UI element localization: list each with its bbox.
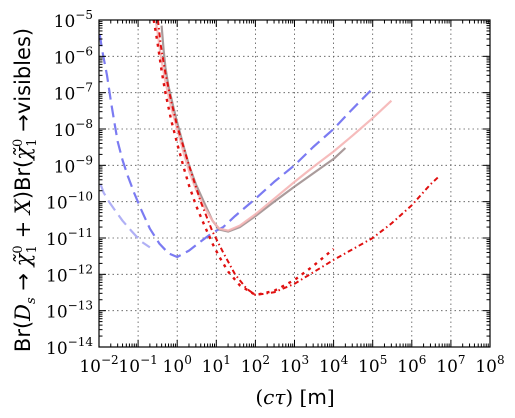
y-tick-label-3: 10−11 (46, 226, 93, 250)
chart-grid (98, 19, 491, 348)
x-tick-label-5: 103 (280, 353, 309, 377)
series-line-4 (152, 20, 335, 297)
x-tick-label-4: 102 (241, 353, 270, 377)
y-tick-label-9: 10−5 (54, 8, 93, 32)
y-axis-label: Br(Ds → χ̃01 + X)Br(χ̃01 →visibles) (11, 28, 40, 352)
x-tick-label-6: 104 (319, 353, 349, 377)
y-tick-label-1: 10−13 (46, 299, 93, 323)
chart-series (99, 20, 440, 297)
x-tick-label-3: 101 (202, 353, 231, 377)
y-tick-label-2: 10−12 (46, 262, 93, 286)
x-axis-label: (cτ) [m] (255, 385, 334, 409)
series-line-1 (99, 183, 151, 249)
series-line-0 (99, 34, 374, 259)
series-line-3 (154, 20, 393, 232)
x-tick-label-7: 105 (358, 353, 387, 377)
y-tick-labels: 10−14 10−13 10−12 10−11 10−10 10−9 10−8 10−7 10−… (46, 8, 93, 359)
series-line-5 (156, 20, 440, 296)
chart-ticks (98, 19, 491, 348)
y-tick-label-8: 10−6 (54, 44, 93, 68)
y-tick-label-4: 10−10 (46, 190, 93, 214)
y-tick-label-0: 10−14 (46, 335, 93, 359)
x-tick-label-9: 107 (436, 353, 465, 377)
x-tick-label-10: 108 (475, 353, 504, 377)
y-tick-label-6: 10−8 (54, 117, 93, 141)
x-tick-label-2: 100 (163, 353, 192, 377)
x-tick-label-0: 10−2 (79, 353, 118, 377)
y-tick-label-7: 10−7 (54, 81, 93, 105)
x-tick-label-8: 106 (397, 353, 426, 377)
x-tick-label-1: 10−1 (118, 353, 157, 377)
y-tick-label-5: 10−9 (54, 153, 93, 177)
x-tick-labels: 10−2 10−1 100 101 102 103 104 105 106 107 108 (79, 353, 504, 377)
